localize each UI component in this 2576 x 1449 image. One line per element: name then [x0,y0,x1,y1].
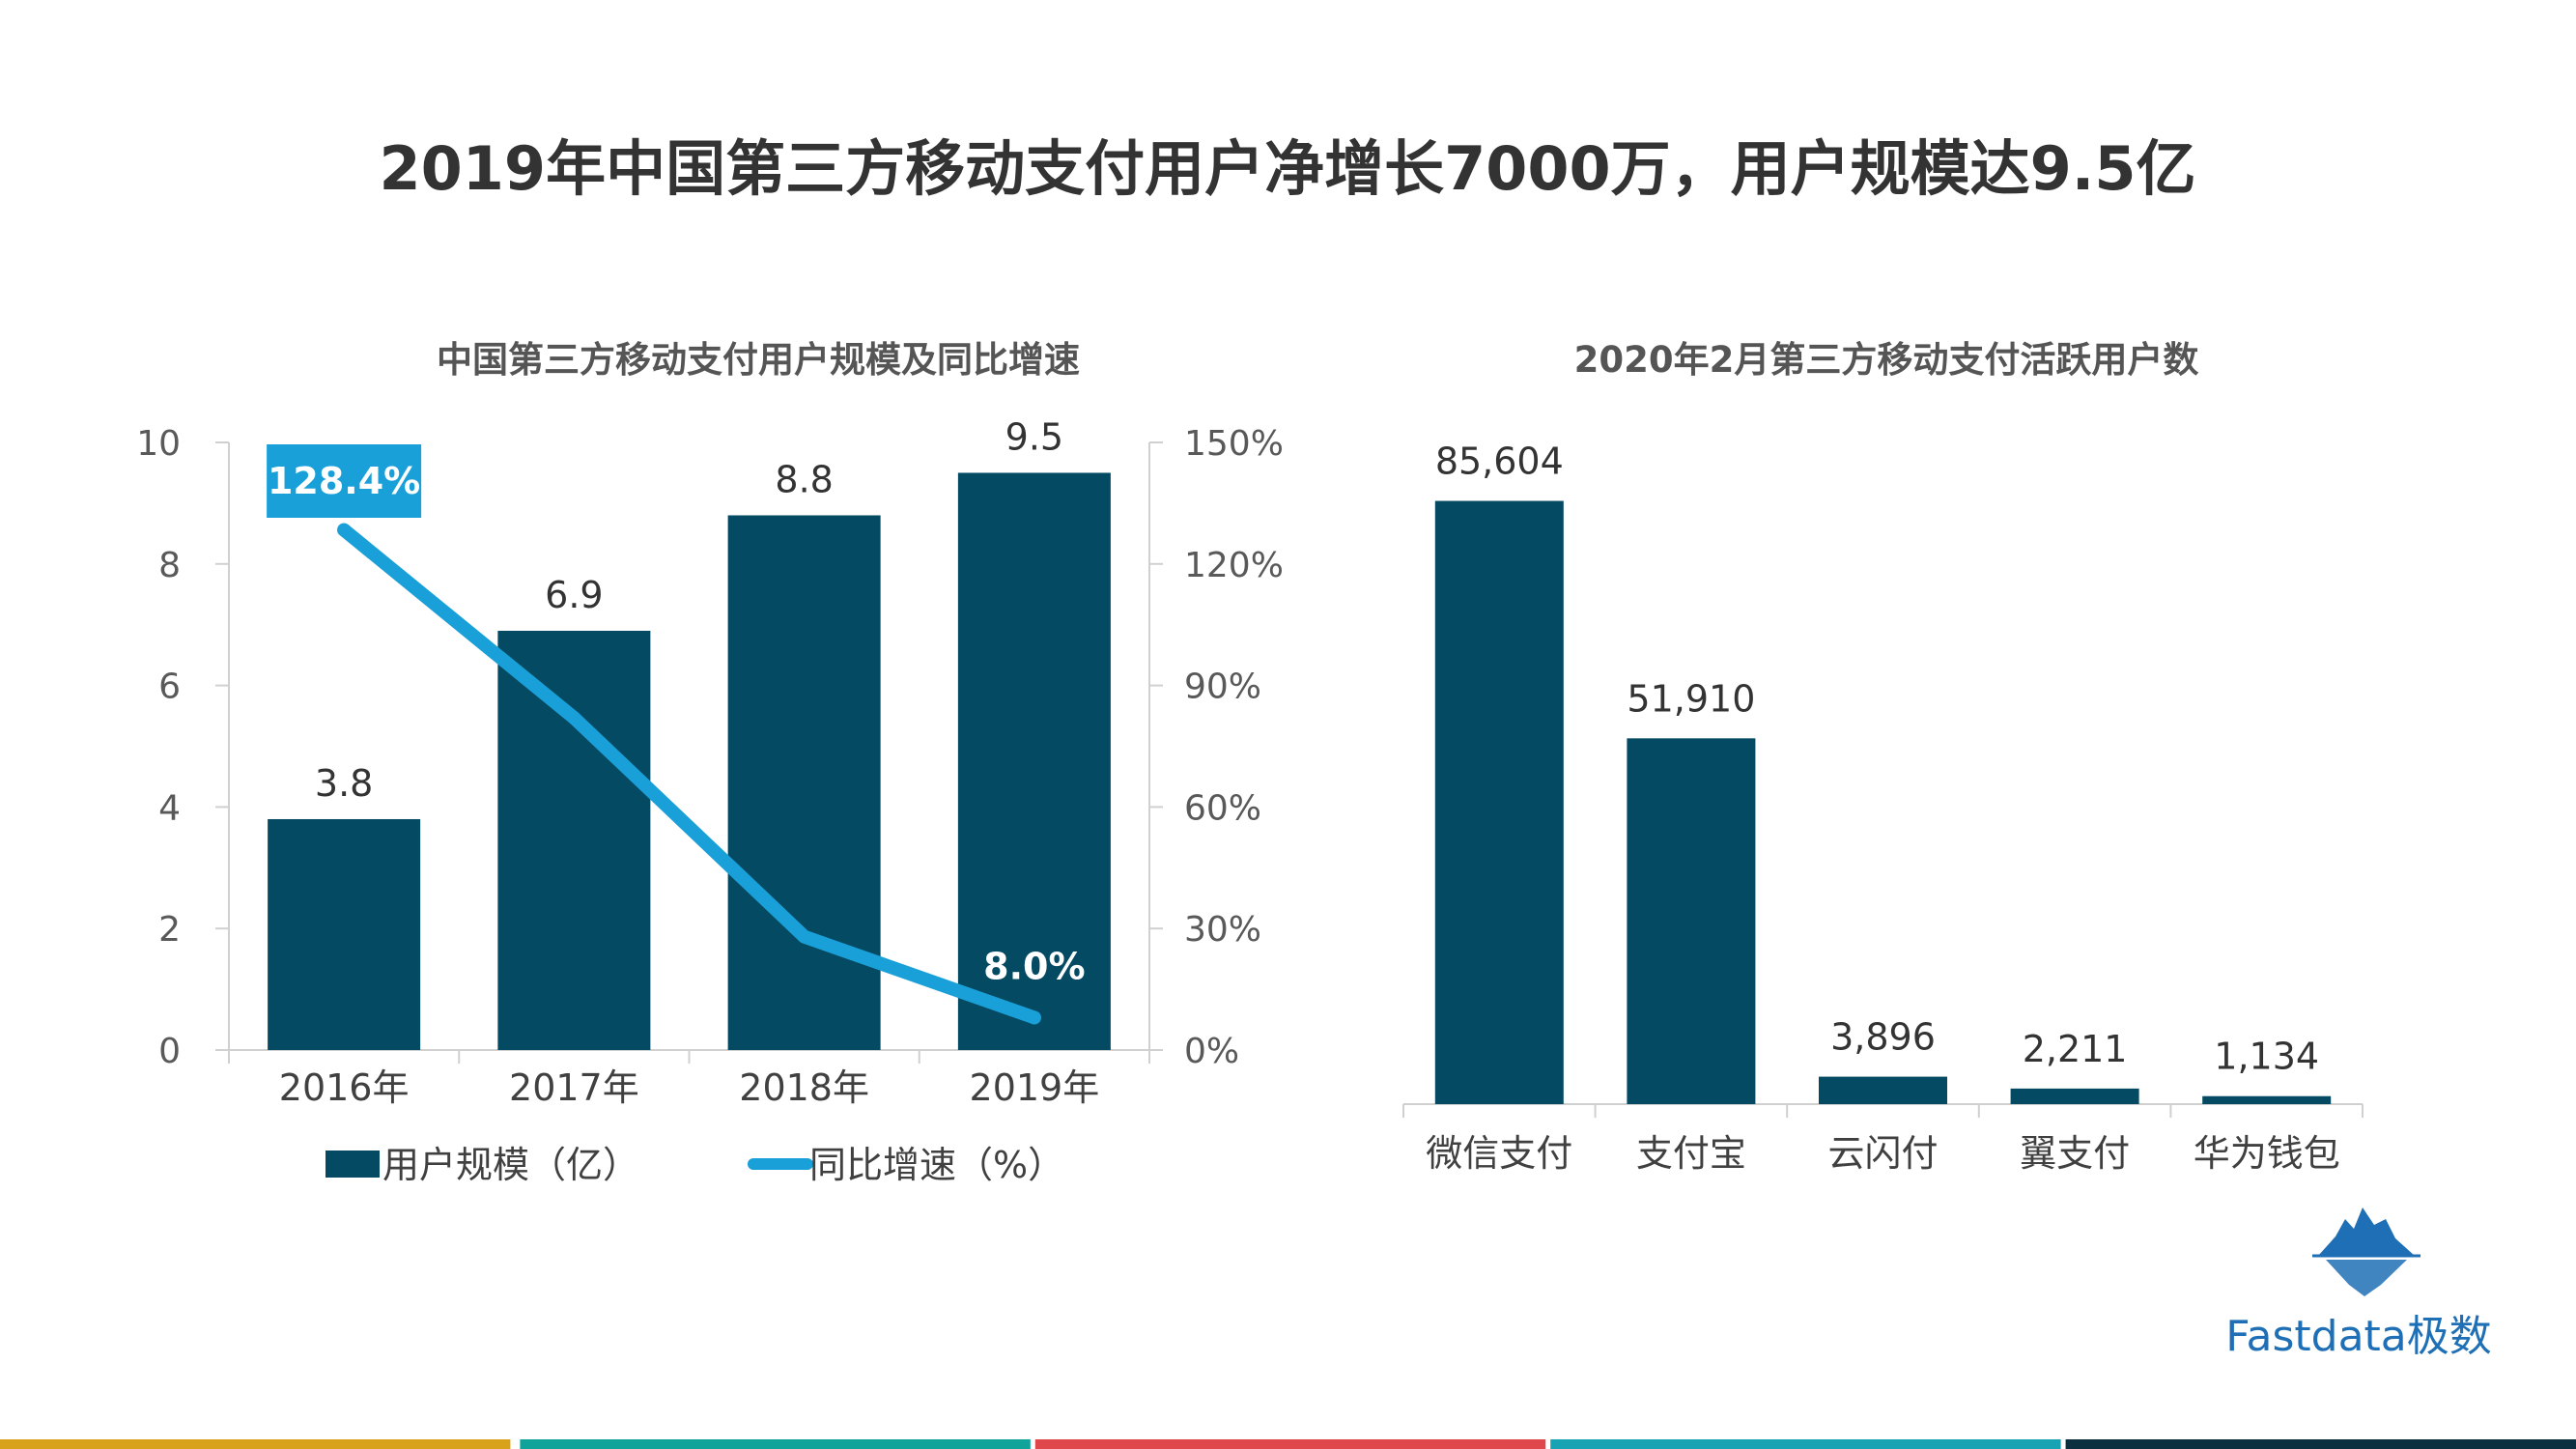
growth-callout-label: 8.0% [983,945,1085,987]
growth-rate-point [797,929,811,944]
logo-text: Fastdata极数 [2225,1312,2492,1361]
growth-callout-box [267,444,422,518]
x-category-label: 2017年 [509,1066,639,1109]
right-axis-tick-label: 90% [1184,668,1261,707]
growth-rate-point [567,711,581,725]
user-scale-bar [268,818,421,1050]
user-scale-chart: 中国第三方移动支付用户规模及同比增速 0 2 4 6 8 10 0% 30% 60% 90% 120… [136,339,1284,1186]
user-scale-chart-title: 中国第三方移动支付用户规模及同比增速 [437,339,1080,381]
bar-value-label: 3.8 [315,762,373,805]
left-axis-tick-label: 8 [158,546,181,585]
x-category-label: 2016年 [279,1066,410,1109]
right-axis-tick-label: 0% [1184,1032,1239,1071]
left-axis-tick-label: 6 [158,668,181,707]
bar-value-label: 9.5 [1005,415,1063,458]
growth-rate-line [337,523,1041,1025]
active-users-value-label: 3,896 [1830,1016,1936,1059]
active-users-bar [1819,1076,1947,1104]
active-users-category-label: 云闪付 [1827,1132,1938,1175]
bar-value-label: 8.8 [775,458,833,500]
footer-color-segment [1550,1439,2061,1449]
growth-callout-label: 128.4% [268,460,420,502]
x-category-label: 2019年 [970,1066,1100,1109]
user-scale-bar [957,472,1111,1050]
active-users-category-label: 支付宝 [1636,1132,1746,1175]
footer-stripe [0,1439,2576,1449]
active-users-category-label: 微信支付 [1426,1132,1572,1175]
left-axis-tick-label: 10 [136,424,181,464]
footer-color-segment [0,1439,511,1449]
active-users-bar [2202,1095,2332,1104]
right-axis-tick-label: 120% [1184,546,1284,585]
left-axis-tick-label: 2 [158,910,181,950]
right-axis-tick-label: 30% [1184,910,1261,950]
footer-color-segment [520,1439,1031,1449]
footer-color-segment [1034,1439,1546,1449]
active-users-chart-title: 2020年2月第三方移动支付活跃用户数 [1574,339,2199,381]
legend-bar-swatch [326,1151,380,1178]
growth-rate-point [337,523,352,537]
iceberg-icon [2312,1208,2420,1296]
active-users-value-label: 2,211 [2023,1028,2128,1070]
active-users-category-label: 华为钱包 [2194,1132,2340,1175]
legend-bar-label: 用户规模（亿） [382,1144,639,1186]
active-users-category-label: 翼支付 [2020,1132,2130,1175]
active-users-value-label: 85,604 [1435,440,1564,483]
active-users-value-label: 1,134 [2214,1036,2319,1078]
left-axis-tick-label: 4 [158,788,181,828]
right-axis-tick-label: 150% [1184,424,1284,464]
bar-value-label: 6.9 [545,574,603,616]
page-title: 2019年中国第三方移动支付用户净增长7000万，用户规模达9.5亿 [380,133,2196,204]
logo: Fastdata极数 [2225,1208,2492,1361]
footer-color-segment [2065,1439,2576,1449]
active-users-chart: 2020年2月第三方移动支付活跃用户数 85,604 微信支付 51,910 支付宝 3… [1402,339,2364,1175]
right-axis-tick-label: 60% [1184,788,1261,828]
active-users-bar [1627,738,1756,1104]
growth-rate-point [1027,1010,1041,1025]
left-axis-tick-label: 0 [158,1032,181,1071]
user-scale-bar [727,515,881,1050]
user-scale-bar [497,630,651,1050]
legend-line-label: 同比增速（%） [809,1144,1064,1186]
active-users-bar [1434,500,1564,1104]
active-users-bar [2010,1088,2139,1104]
active-users-value-label: 51,910 [1627,677,1755,720]
x-category-label: 2018年 [739,1066,869,1109]
